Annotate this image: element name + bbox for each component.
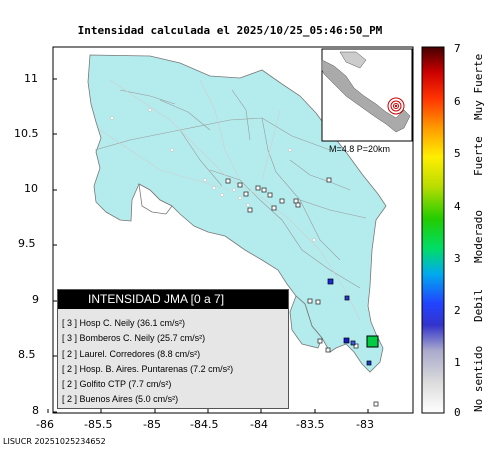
legend-station: Hosp. B. Aires. Puntarenas (7.2 cm/s²): [79, 363, 234, 374]
category-label-fuerte: Fuerte: [472, 136, 485, 176]
colorbar-tick: 6: [454, 95, 461, 108]
colorbar-tick: 1: [454, 356, 461, 369]
x-tick-label: -83.5: [296, 418, 325, 431]
legend-level: [ 2 ]: [62, 348, 78, 359]
legend-row: [ 2 ] Laurel. Corredores (8.8 cm/s²): [58, 347, 288, 362]
y-tick-label: 11: [24, 72, 38, 85]
legend-station: Golfito CTP (7.7 cm/s²): [79, 379, 172, 390]
legend-header: INTENSIDAD JMA [0 a 7]: [58, 290, 288, 309]
legend-row: [ 2 ] Golfito CTP (7.7 cm/s²): [58, 377, 288, 392]
x-tick-label: -84.5: [190, 418, 219, 431]
colorbar-tick: 3: [454, 252, 461, 265]
osa-peninsula: [289, 295, 323, 349]
x-tick-label: -83: [356, 418, 374, 431]
intensity-legend: INTENSIDAD JMA [0 a 7] [ 3 ] Hosp C. Nei…: [57, 289, 289, 409]
colorbar-tick: 4: [454, 200, 461, 213]
legend-level: [ 2 ]: [62, 394, 78, 405]
category-label-muy-fuerte: Muy Fuerte: [472, 53, 485, 120]
colorbar-tick: 5: [454, 147, 461, 160]
category-label-debil: Debil: [472, 288, 485, 322]
y-tick-label: 10: [24, 182, 38, 195]
legend-station: Laurel. Corredores (8.8 cm/s²): [79, 348, 201, 359]
legend-level: [ 3 ]: [62, 318, 78, 328]
x-tick-label: -84: [250, 418, 268, 431]
y-tick-label: 8.5: [18, 348, 36, 361]
station-markers-level2: [327, 278, 372, 366]
footer-id: LISUCR 20251025234652: [3, 437, 106, 446]
axis-ticks: [47, 78, 369, 413]
x-tick-label: -86: [36, 418, 54, 431]
gulf-nicoya: [138, 183, 173, 215]
legend-level: [ 2 ]: [62, 363, 78, 374]
y-tick-label: 8: [32, 404, 39, 417]
y-tick-label: 9.5: [18, 237, 36, 250]
x-tick-label: -85.5: [84, 418, 113, 431]
inset-map: [321, 48, 413, 142]
legend-level: [ 3 ]: [62, 333, 78, 344]
colorbar-tick: 0: [454, 406, 461, 419]
map-title: Intensidad calculada el 2025/10/25_05:46…: [77, 24, 383, 37]
road-network: [99, 79, 361, 321]
station-markers-low: [225, 177, 379, 407]
colorbar: [421, 46, 445, 414]
legend-row: [ 3 ] Bomberos C. Neily (25.7 cm/s²): [58, 331, 288, 346]
legend-station: Bomberos C. Neily (25.7 cm/s²): [79, 333, 206, 344]
x-tick-label: -85: [143, 418, 161, 431]
y-tick-label: 10.5: [14, 127, 39, 140]
legend-row: [ 3 ] Hosp C. Neily (36.1 cm/s²): [58, 316, 288, 331]
legend-station: Hosp C. Neily (36.1 cm/s²): [79, 318, 186, 328]
province-boundaries: [94, 89, 367, 289]
category-label-no-sentido: No sentido: [472, 345, 485, 412]
colorbar-tick: 7: [454, 42, 461, 55]
legend-level: [ 2 ]: [62, 379, 78, 390]
legend-row: [ 2 ] Buenos Aires (5.0 cm/s²): [58, 392, 288, 407]
category-label-moderado: Moderado: [472, 210, 485, 263]
legend-row: [ 2 ] Hosp. B. Aires. Puntarenas (7.2 cm…: [58, 362, 288, 377]
inset-magnitude-note: M=4.8 P=20km: [329, 144, 391, 154]
y-tick-label: 9: [32, 293, 39, 306]
station-marker-level3: [366, 335, 379, 348]
colorbar-tick: 2: [454, 304, 461, 317]
legend-station: Buenos Aires (5.0 cm/s²): [79, 394, 179, 405]
